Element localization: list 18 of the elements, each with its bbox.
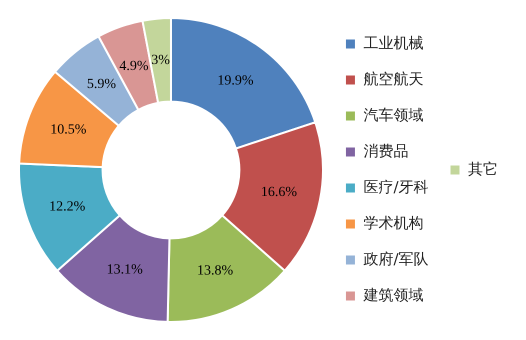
legend-label: 医疗/牙科 xyxy=(363,178,429,196)
legend-label: 其它 xyxy=(468,160,498,178)
data-label: 10.5% xyxy=(50,122,87,138)
legend-label: 建筑领域 xyxy=(362,286,424,304)
legend-label: 汽车领域 xyxy=(363,106,424,124)
data-label: 13.1% xyxy=(106,262,144,278)
data-label: 5.9% xyxy=(86,77,116,92)
data-label: 12.2% xyxy=(49,200,86,215)
data-label: 19.9% xyxy=(217,73,254,88)
legend-label: 政府/军队 xyxy=(363,250,429,268)
legend-label: 航空航天 xyxy=(363,70,424,88)
data-label: 3% xyxy=(151,52,170,68)
legend-label: 消费品 xyxy=(363,142,408,160)
legend-label: 工业机械 xyxy=(363,34,424,52)
data-label: 16.6% xyxy=(260,184,298,200)
legend-label: 学术机构 xyxy=(363,214,424,232)
data-label: 13.8% xyxy=(197,264,234,279)
data-label: 4.9% xyxy=(119,58,149,74)
